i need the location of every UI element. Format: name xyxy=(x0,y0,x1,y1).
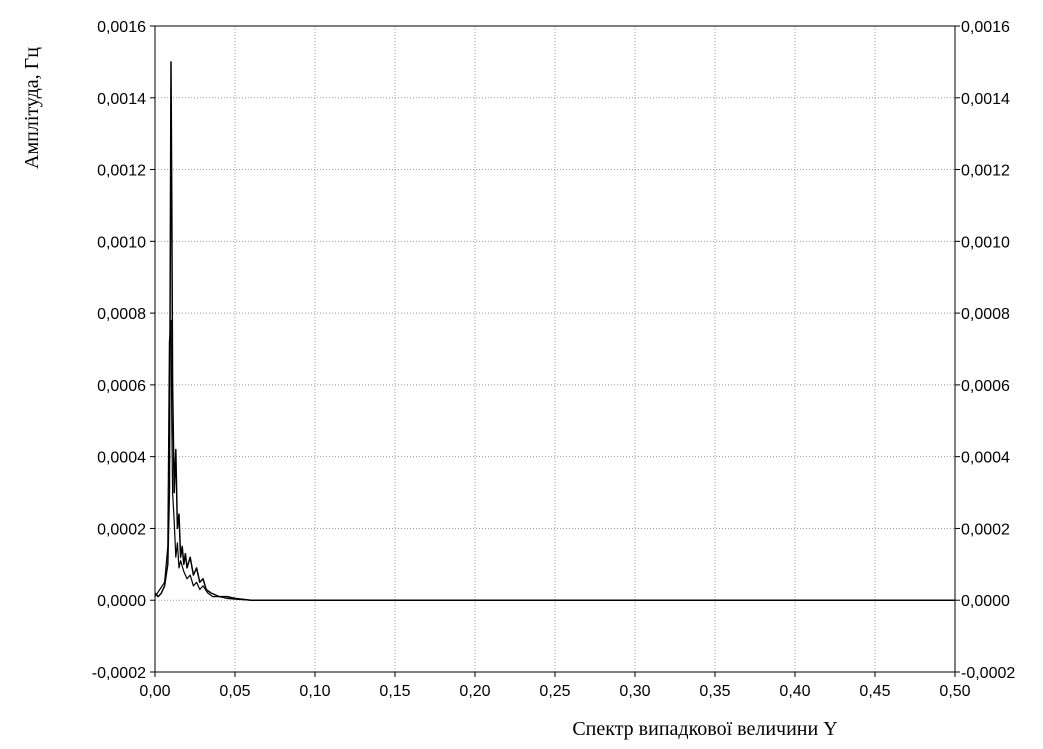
y-tick-label-right: 0,0008 xyxy=(961,306,1010,323)
y-tick-label-right: 0,0016 xyxy=(961,19,1010,36)
series-layer xyxy=(154,61,955,601)
x-tick-label: 0,30 xyxy=(619,683,650,700)
y-tick-label-right: 0,0000 xyxy=(961,593,1010,610)
x-tick-label: 0,50 xyxy=(939,683,970,700)
x-tick-label: 0,05 xyxy=(219,683,250,700)
y-tick-label-left: 0,0010 xyxy=(97,234,146,251)
y-tick-label-right: 0,0006 xyxy=(961,378,1010,395)
grid xyxy=(155,26,955,672)
x-tick-label: 0,25 xyxy=(539,683,570,700)
series-line-1 xyxy=(154,61,955,601)
y-tick-label-right: 0,0002 xyxy=(961,521,1010,538)
x-tick-label: 0,15 xyxy=(379,683,410,700)
tick-labels: 0,00 0,05 0,10 0,15 0,20 0,25 0,30 0,35 0,40 0,45… xyxy=(92,19,1016,700)
y-tick-label-left: 0,0014 xyxy=(97,91,146,108)
x-tick-label: 0,35 xyxy=(699,683,730,700)
y-tick-label-right: 0,0010 xyxy=(961,234,1010,251)
y-tick-label-right: 0,0012 xyxy=(961,163,1010,180)
y-tick-label-left: 0,0006 xyxy=(97,378,146,395)
y-tick-label-left: -0,0002 xyxy=(92,665,146,682)
y-tick-label-left: 0,0012 xyxy=(97,163,146,180)
y-tick-label-left: 0,0004 xyxy=(97,450,146,467)
x-tick-label: 0,45 xyxy=(859,683,890,700)
series-line-2 xyxy=(154,319,955,601)
x-tick-label: 0,10 xyxy=(299,683,330,700)
x-tick-label: 0,40 xyxy=(779,683,810,700)
y-tick-label-left: 0,0002 xyxy=(97,521,146,538)
x-tick-label: 0,20 xyxy=(459,683,490,700)
x-tick-label: 0,00 xyxy=(139,683,170,700)
y-axis-label: Амплітуда, Гц xyxy=(21,47,43,169)
y-tick-label-right: -0,0002 xyxy=(961,665,1015,682)
y-tick-label-left: 0,0000 xyxy=(97,593,146,610)
y-tick-label-left: 0,0008 xyxy=(97,306,146,323)
y-tick-label-left: 0,0016 xyxy=(97,19,146,36)
y-tick-label-right: 0,0004 xyxy=(961,450,1010,467)
x-axis-label: Спектр випадкової величини Y xyxy=(572,718,837,740)
y-tick-label-right: 0,0014 xyxy=(961,91,1010,108)
